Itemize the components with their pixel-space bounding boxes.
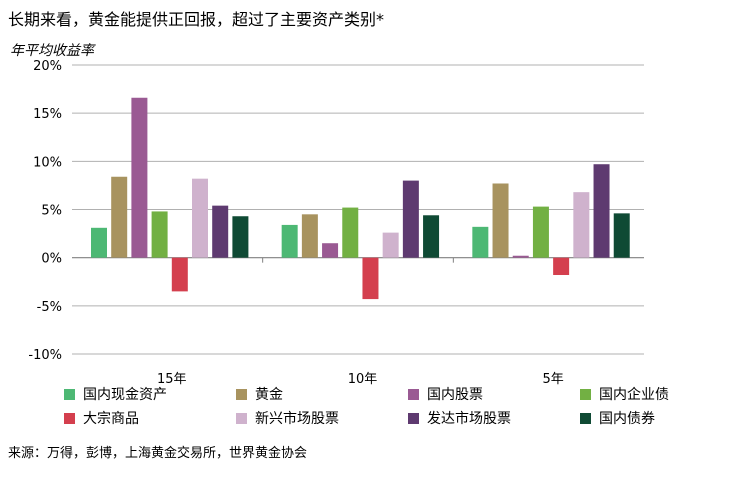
x-tick-label: 5年 [542, 372, 563, 387]
legend-swatch [64, 412, 75, 424]
bar [553, 257, 570, 276]
bar [322, 243, 339, 258]
legend-item: 国内企业债 [580, 384, 669, 404]
legend-swatch [580, 412, 591, 424]
y-tick-label: -5% [37, 300, 62, 315]
bar [171, 257, 188, 292]
legend-label: 国内企业债 [599, 387, 669, 403]
bar [613, 213, 630, 258]
legend-item: 国内债券 [580, 408, 655, 428]
legend-item: 国内现金资产 [64, 384, 167, 404]
source-note: 来源：万得，彭博，上海黄金交易所，世界黄金协会 [8, 446, 308, 461]
legend-item: 新兴市场股票 [236, 408, 339, 428]
bar [362, 257, 379, 300]
bar [111, 176, 128, 258]
bar [382, 232, 399, 258]
legend-label: 国内债券 [599, 411, 655, 427]
bar [532, 206, 549, 258]
bar [492, 183, 509, 258]
chart-title: 长期来看，黄金能提供正回报，超过了主要资产类别* [8, 10, 385, 29]
legend-swatch [408, 388, 419, 400]
legend-label: 大宗商品 [83, 411, 139, 427]
legend-item: 大宗商品 [64, 408, 139, 428]
y-tick-label: 5% [41, 204, 62, 219]
legend-swatch [236, 412, 247, 424]
y-tick-label: 0% [41, 252, 62, 267]
legend-swatch [236, 388, 247, 400]
legend-label: 国内股票 [427, 387, 483, 403]
y-tick-label: -10% [28, 348, 62, 363]
legend-item: 国内股票 [408, 384, 483, 404]
x-tick-label: 15年 [157, 372, 187, 387]
bar [342, 207, 359, 258]
bar [91, 227, 107, 258]
bar [472, 226, 489, 258]
bar [512, 255, 529, 258]
y-axis-label: 年平均收益率 [10, 43, 94, 59]
bar [281, 224, 298, 258]
x-tick-labels: 15年 10年 5年 [157, 372, 564, 387]
y-tick-label: 15% [33, 107, 62, 122]
legend-label: 黄金 [255, 387, 283, 403]
bars-group [91, 97, 630, 300]
bar [192, 178, 208, 258]
bar [131, 97, 148, 258]
bar [423, 215, 440, 258]
bar [573, 192, 590, 258]
bar [232, 216, 249, 258]
bar [593, 164, 610, 258]
y-tick-label: 20% [33, 59, 62, 74]
legend-item: 黄金 [236, 384, 283, 404]
legend-label: 国内现金资产 [83, 387, 167, 403]
bar [402, 180, 419, 258]
legend-item: 发达市场股票 [408, 408, 511, 428]
y-tick-labels: -10% -5% 0% 5% 10% 15% 20% [28, 59, 62, 363]
y-tick-label: 10% [33, 155, 62, 170]
legend-swatch [408, 412, 419, 424]
bar [151, 211, 168, 258]
bar [301, 214, 318, 258]
legend-label: 新兴市场股票 [255, 411, 339, 427]
legend-swatch [64, 388, 75, 400]
x-tick-label: 10年 [348, 372, 378, 387]
legend-swatch [580, 388, 591, 400]
legend-label: 发达市场股票 [427, 411, 511, 427]
bar [212, 205, 229, 258]
